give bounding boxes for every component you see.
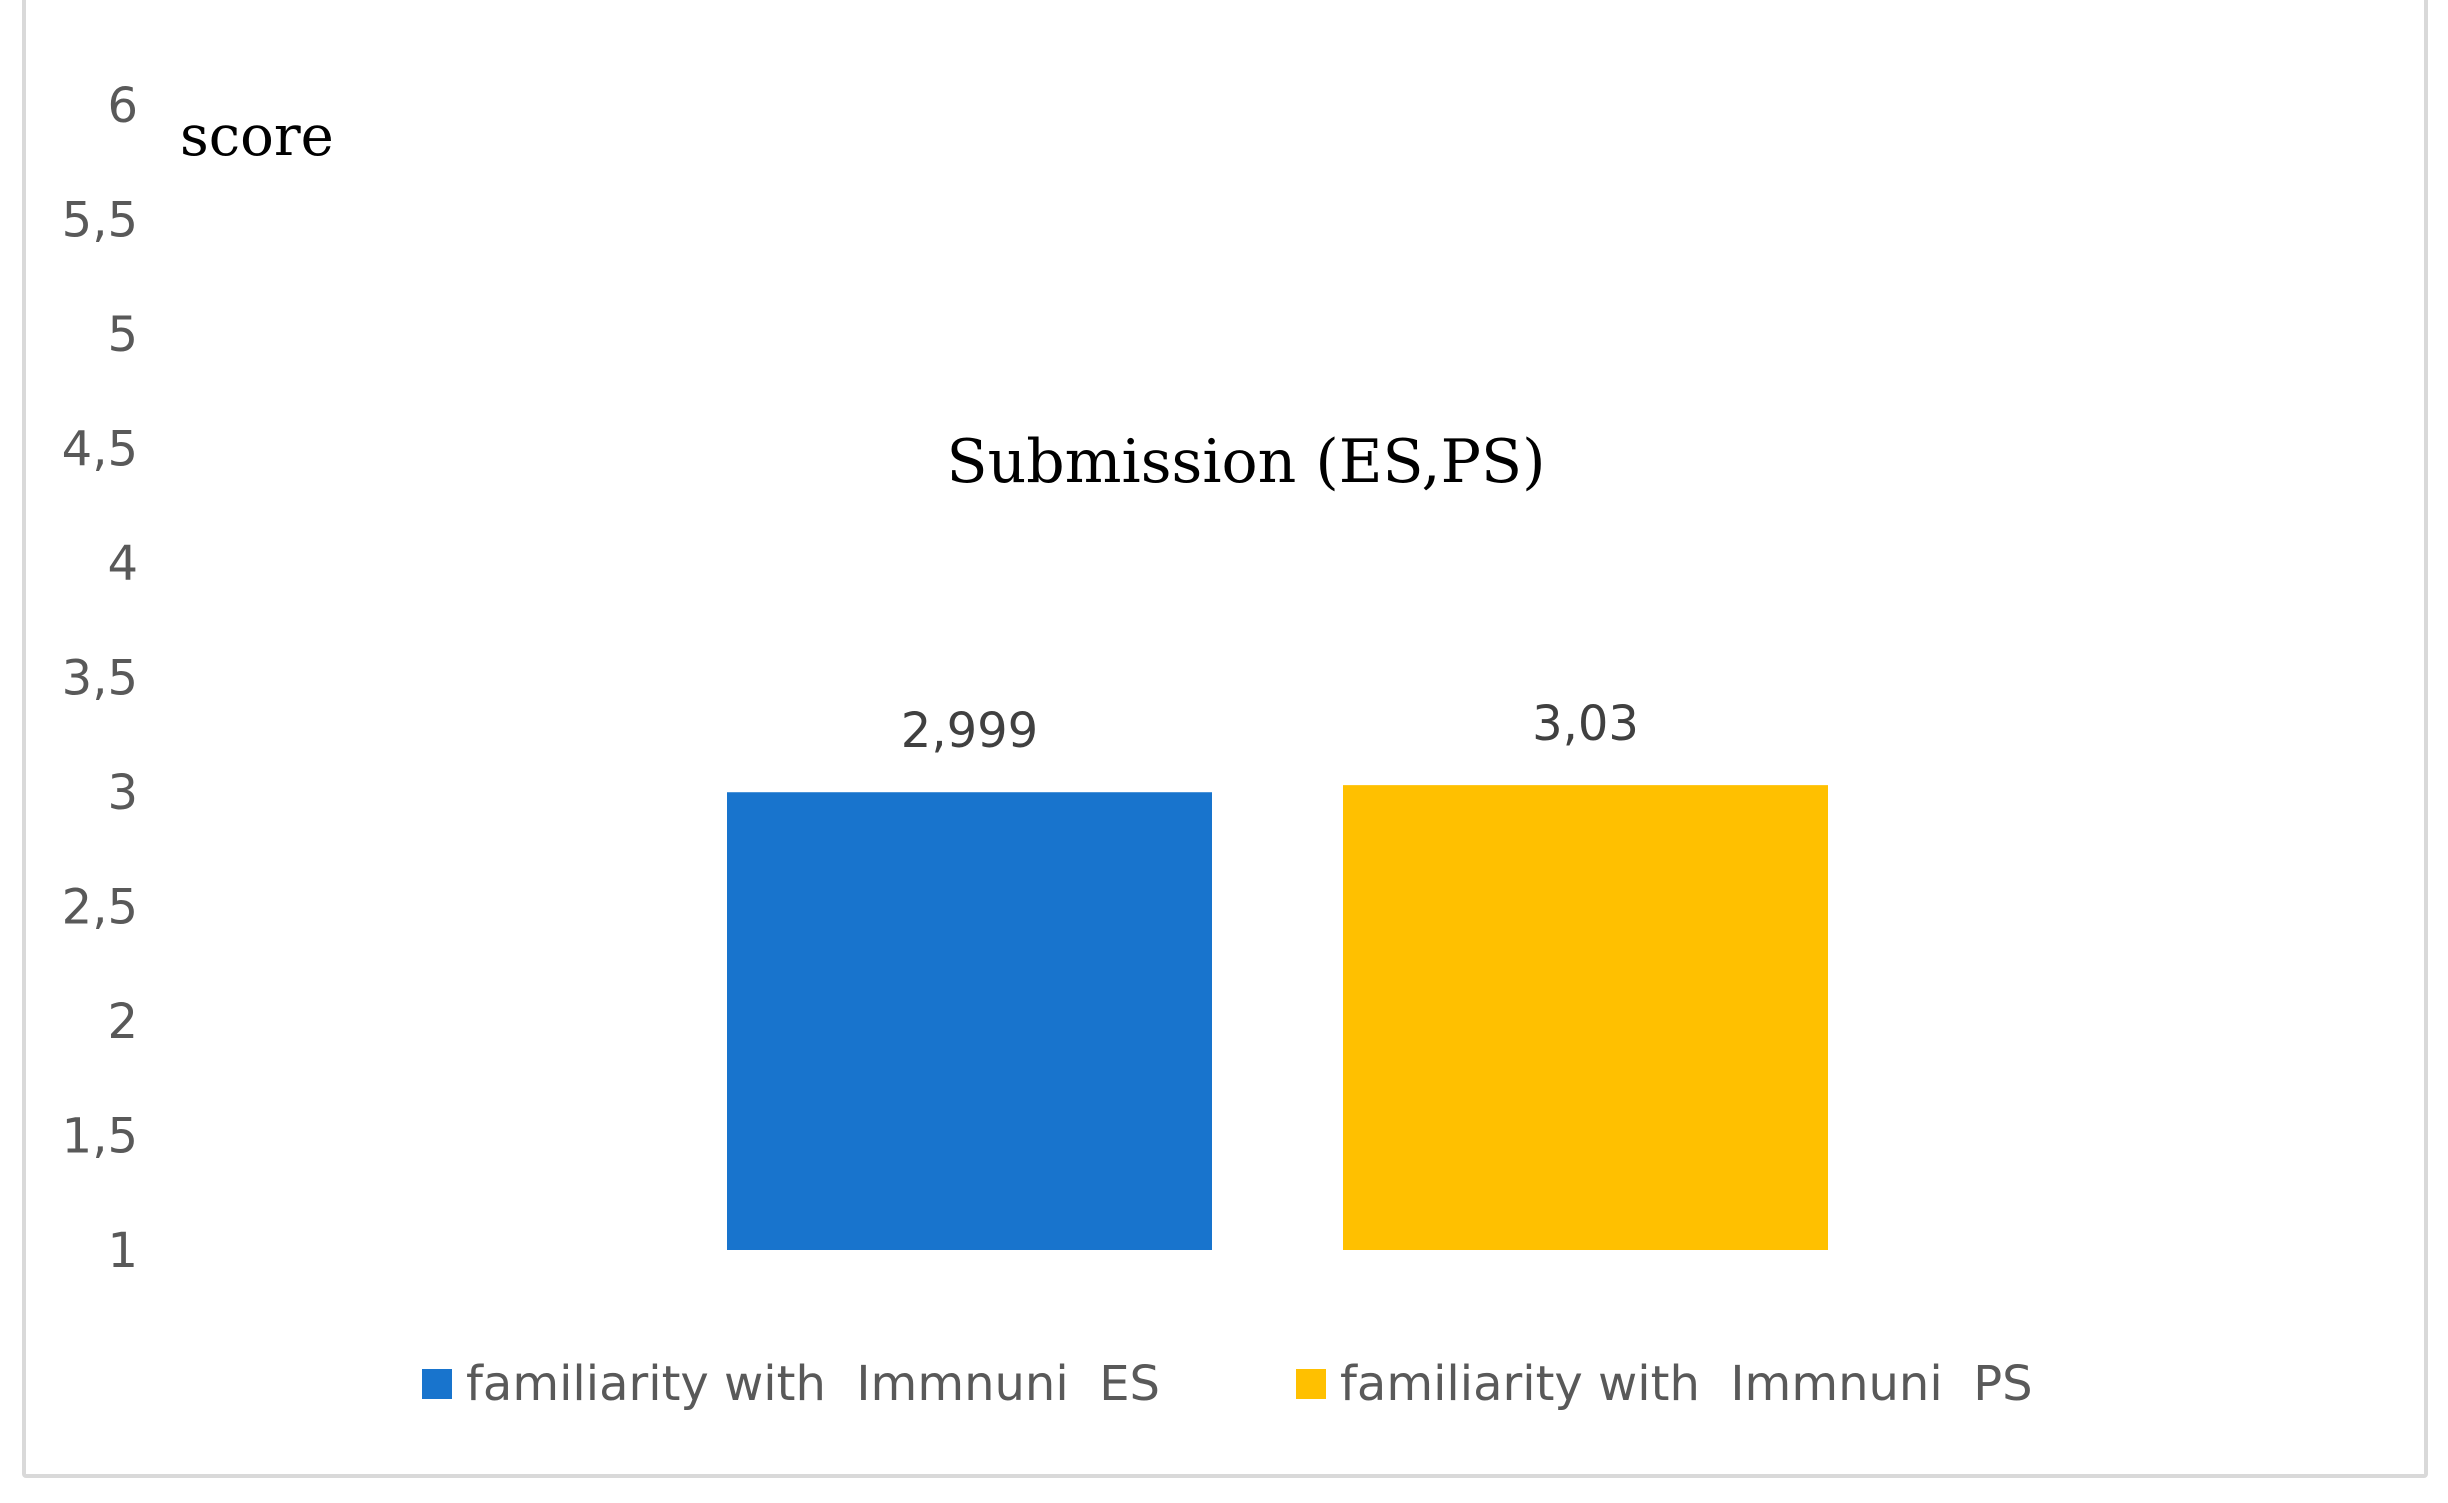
legend-swatch-0 [422,1369,452,1399]
y-tick-label: 2,5 [62,880,138,936]
bar-1 [1343,785,1828,1250]
y-axis-label: score [180,104,334,169]
y-tick-label: 1,5 [62,1109,138,1165]
chart-title: Submission (ES,PS) [947,427,1546,497]
y-tick-label: 6 [107,78,138,134]
data-label-1: 3,03 [1532,696,1639,752]
y-tick-label: 1 [107,1223,138,1279]
y-tick-label: 5,5 [62,193,138,249]
bar-0 [727,792,1212,1250]
y-tick-label: 4,5 [62,422,138,478]
y-axis-ticks: 1 1,5 2 2,5 3 3,5 4 4,5 5 5,5 6 [62,78,138,1279]
legend: familiarity with Immnuni ES familiarity w… [422,1356,2033,1412]
legend-label-1: familiarity with Immnuni PS [1340,1356,2033,1412]
data-labels: 2,999 3,03 [901,696,1639,759]
chart-frame [22,0,2428,1478]
legend-label-0: familiarity with Immnuni ES [466,1356,1160,1412]
bars [727,785,1828,1250]
y-tick-label: 4 [107,536,138,592]
legend-swatch-1 [1296,1369,1326,1399]
y-tick-label: 2 [107,994,138,1050]
data-label-0: 2,999 [901,703,1038,759]
y-tick-label: 5 [107,307,138,363]
y-tick-label: 3 [107,765,138,821]
y-tick-label: 3,5 [62,651,138,707]
